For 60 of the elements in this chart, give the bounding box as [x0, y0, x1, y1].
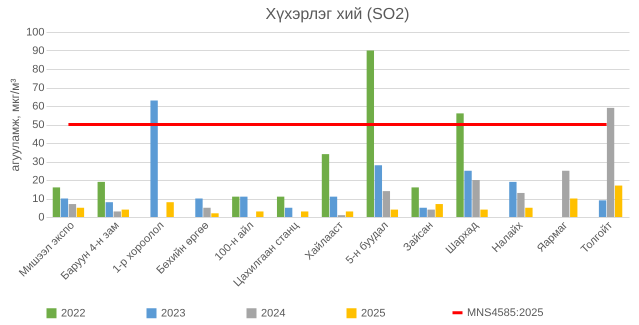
bar: [517, 192, 525, 217]
bar: [240, 196, 248, 217]
bar: [256, 211, 264, 217]
bar: [346, 211, 354, 217]
y-tick-label: 10: [32, 193, 44, 205]
bar: [330, 196, 338, 217]
bar: [122, 210, 129, 217]
bar: [606, 108, 614, 217]
y-tick-label: 0: [38, 212, 44, 224]
bar: [195, 198, 203, 217]
bar: [366, 50, 374, 217]
bar: [420, 208, 427, 217]
bar: [428, 210, 435, 217]
y-tick-label: 80: [32, 64, 44, 76]
legend-label: 2024: [261, 307, 286, 320]
y-tick-label: 20: [32, 174, 44, 186]
bar: [232, 196, 240, 217]
bar: [114, 211, 121, 217]
legend-label: 2025: [361, 307, 386, 320]
bar: [411, 187, 419, 217]
y-tick-label: 90: [32, 45, 44, 57]
bar: [382, 191, 390, 217]
legend-label: 2022: [61, 307, 86, 320]
bar: [570, 198, 578, 217]
bar: [436, 204, 443, 217]
bar: [480, 210, 488, 217]
bar: [390, 210, 398, 217]
bar: [614, 186, 622, 217]
bar: [211, 213, 219, 217]
legend-label: MNS4585:2025: [467, 306, 544, 319]
bar: [300, 211, 308, 217]
y-tick-label: 30: [32, 156, 44, 168]
bar: [509, 182, 517, 217]
y-tick-label: 40: [32, 138, 44, 150]
bar: [472, 180, 480, 217]
bar: [106, 202, 113, 217]
bar: [76, 208, 84, 217]
bar: [52, 187, 60, 217]
bar: [60, 198, 68, 217]
bar: [98, 182, 105, 217]
chart-title: Хүхэрлэг хий (SO2): [266, 6, 410, 23]
bar: [68, 204, 76, 217]
y-axis-title: агууламж, мкг/м³: [8, 78, 22, 172]
bar: [166, 202, 174, 217]
bar: [203, 208, 211, 217]
bar: [150, 100, 158, 217]
bar: [525, 208, 533, 217]
bar: [562, 170, 570, 217]
bar: [322, 154, 330, 217]
y-tick-label: 70: [32, 82, 44, 94]
bar: [464, 170, 472, 217]
bar: [598, 200, 606, 217]
bar: [456, 113, 464, 217]
bar: [284, 208, 292, 217]
y-tick-label: 60: [32, 100, 44, 112]
y-tick-label: 100: [26, 26, 44, 38]
bar: [374, 165, 382, 217]
bar: [276, 196, 284, 217]
legend-label: 2023: [161, 307, 186, 320]
y-tick-label: 50: [32, 119, 44, 131]
